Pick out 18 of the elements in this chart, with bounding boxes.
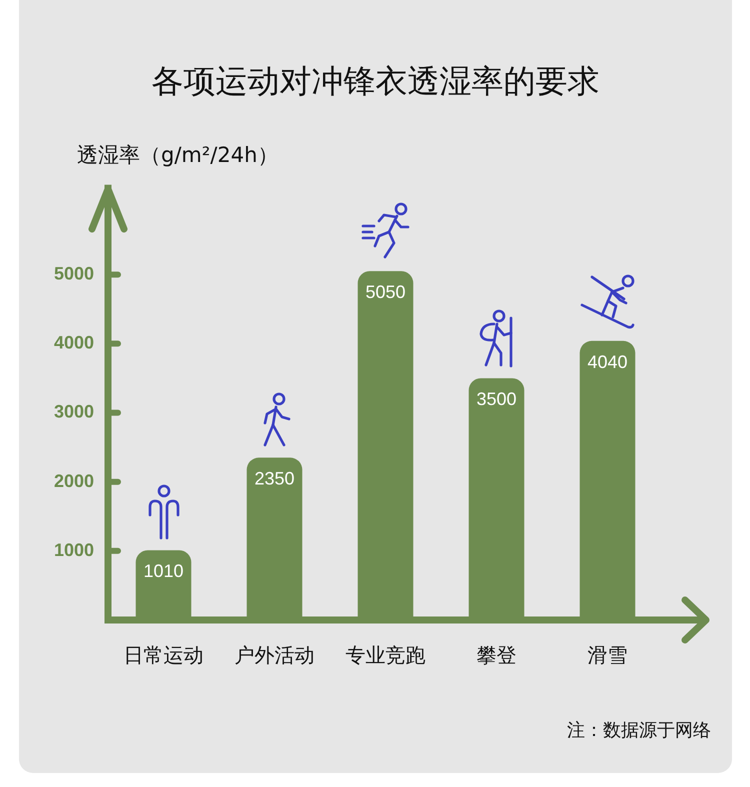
y-tick-label: 2000 <box>54 470 94 491</box>
y-tick-label: 5000 <box>54 264 94 284</box>
data-label: 3500 <box>476 389 517 410</box>
y-axis-title: 透湿率（g/m²/24h） <box>77 142 278 169</box>
x-tick-label: 日常运动 <box>124 643 204 668</box>
data-label: 1010 <box>143 561 184 582</box>
data-label: 5050 <box>365 282 406 302</box>
x-tick-label: 攀登 <box>476 643 516 668</box>
data-label: 4040 <box>587 352 628 372</box>
y-tick-label: 3000 <box>54 402 94 422</box>
x-tick-label: 滑雪 <box>588 643 628 668</box>
text: 注：数据源于网络 <box>567 719 711 743</box>
y-tick-label: 4000 <box>54 332 94 353</box>
x-tick-label: 专业竞跑 <box>346 643 426 668</box>
y-tick-label: 1000 <box>54 540 94 560</box>
chart-title: 各项运动对冲锋衣透湿率的要求 <box>150 61 600 102</box>
x-tick-label: 户外活动 <box>234 643 314 668</box>
data-label: 2350 <box>254 468 295 489</box>
